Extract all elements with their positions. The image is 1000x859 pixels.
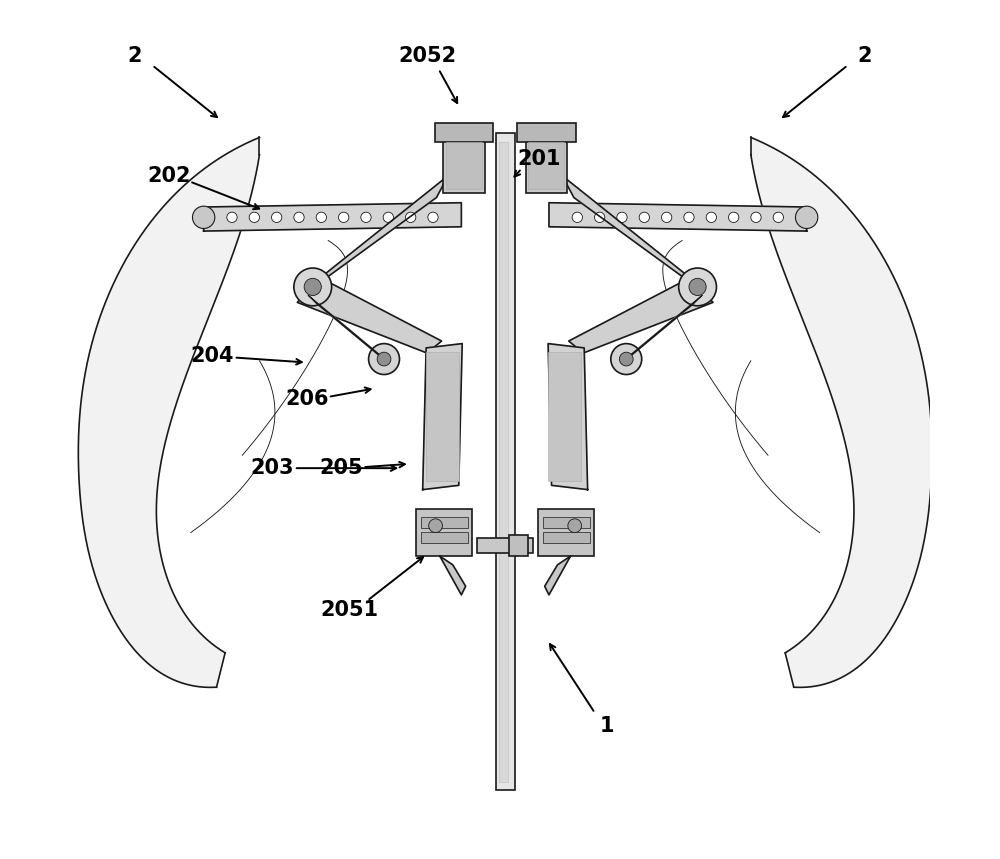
Circle shape (689, 278, 706, 295)
Bar (528, 142, 564, 189)
Bar (416, 509, 472, 557)
Circle shape (272, 212, 282, 222)
Circle shape (611, 344, 642, 375)
Circle shape (429, 519, 442, 533)
Bar (426, 352, 459, 481)
Circle shape (773, 212, 783, 222)
Circle shape (304, 278, 321, 295)
Bar (446, 142, 482, 189)
Polygon shape (549, 203, 807, 231)
Text: 1: 1 (600, 716, 615, 736)
Bar (517, 123, 576, 142)
Text: 205: 205 (319, 458, 363, 478)
Bar (421, 517, 468, 528)
Bar (421, 532, 468, 543)
Circle shape (192, 206, 215, 228)
Bar (543, 532, 590, 543)
Bar (499, 142, 508, 782)
Bar (509, 535, 528, 556)
Polygon shape (78, 137, 259, 687)
Circle shape (361, 212, 371, 222)
Polygon shape (204, 203, 461, 231)
Polygon shape (545, 557, 570, 594)
Circle shape (383, 212, 393, 222)
Bar (538, 509, 594, 557)
Circle shape (249, 212, 259, 222)
Bar (477, 538, 533, 553)
Polygon shape (308, 295, 388, 363)
Polygon shape (563, 176, 704, 292)
Circle shape (339, 212, 349, 222)
Circle shape (617, 212, 627, 222)
Circle shape (706, 212, 716, 222)
Text: 202: 202 (148, 166, 191, 186)
Circle shape (639, 212, 649, 222)
Polygon shape (622, 295, 702, 363)
Circle shape (751, 212, 761, 222)
Text: 2: 2 (858, 46, 872, 66)
Bar (496, 133, 515, 790)
Circle shape (369, 344, 399, 375)
Text: 204: 204 (190, 346, 234, 367)
Polygon shape (423, 344, 462, 490)
Bar (443, 137, 485, 193)
Circle shape (795, 206, 818, 228)
Circle shape (594, 212, 605, 222)
Circle shape (316, 212, 326, 222)
Circle shape (428, 212, 438, 222)
Circle shape (294, 212, 304, 222)
Polygon shape (751, 137, 932, 687)
Circle shape (619, 352, 633, 366)
Circle shape (568, 519, 582, 533)
Circle shape (227, 212, 237, 222)
Text: 201: 201 (517, 149, 560, 169)
Circle shape (406, 212, 416, 222)
Circle shape (684, 212, 694, 222)
Circle shape (294, 268, 332, 306)
Bar (543, 517, 590, 528)
Circle shape (377, 352, 391, 366)
Circle shape (679, 268, 716, 306)
Bar (526, 137, 567, 193)
Text: 2: 2 (128, 46, 142, 66)
Text: 2051: 2051 (321, 600, 379, 620)
Bar (548, 352, 581, 481)
Bar (435, 123, 493, 142)
Text: 203: 203 (251, 458, 294, 478)
Circle shape (728, 212, 739, 222)
Polygon shape (307, 176, 448, 292)
Polygon shape (440, 557, 466, 594)
Text: 206: 206 (285, 389, 328, 410)
Circle shape (661, 212, 672, 222)
Polygon shape (548, 344, 588, 490)
Circle shape (572, 212, 582, 222)
Text: 2052: 2052 (398, 46, 456, 66)
Polygon shape (297, 278, 442, 353)
Polygon shape (569, 278, 713, 353)
